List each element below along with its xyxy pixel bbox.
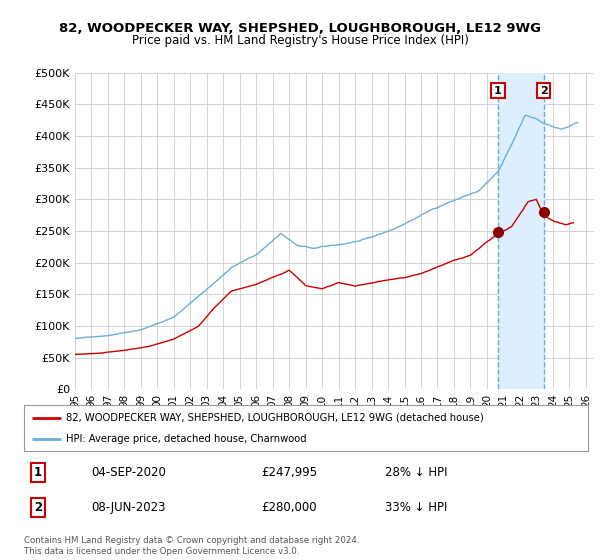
Text: 2: 2 <box>540 86 547 96</box>
Text: 08-JUN-2023: 08-JUN-2023 <box>92 501 166 515</box>
Text: 82, WOODPECKER WAY, SHEPSHED, LOUGHBOROUGH, LE12 9WG (detached house): 82, WOODPECKER WAY, SHEPSHED, LOUGHBOROU… <box>66 413 484 423</box>
Text: 1: 1 <box>34 466 42 479</box>
Bar <box>498 73 544 389</box>
Text: 1: 1 <box>494 86 502 96</box>
Text: £280,000: £280,000 <box>261 501 317 515</box>
Text: 04-SEP-2020: 04-SEP-2020 <box>92 466 167 479</box>
Text: £247,995: £247,995 <box>261 466 317 479</box>
Text: HPI: Average price, detached house, Charnwood: HPI: Average price, detached house, Char… <box>66 435 307 444</box>
Text: 2: 2 <box>34 501 42 515</box>
Text: Contains HM Land Registry data © Crown copyright and database right 2024.
This d: Contains HM Land Registry data © Crown c… <box>24 536 359 556</box>
Text: 28% ↓ HPI: 28% ↓ HPI <box>385 466 448 479</box>
Text: 33% ↓ HPI: 33% ↓ HPI <box>385 501 448 515</box>
Text: Price paid vs. HM Land Registry's House Price Index (HPI): Price paid vs. HM Land Registry's House … <box>131 34 469 46</box>
Text: 82, WOODPECKER WAY, SHEPSHED, LOUGHBOROUGH, LE12 9WG: 82, WOODPECKER WAY, SHEPSHED, LOUGHBOROU… <box>59 22 541 35</box>
